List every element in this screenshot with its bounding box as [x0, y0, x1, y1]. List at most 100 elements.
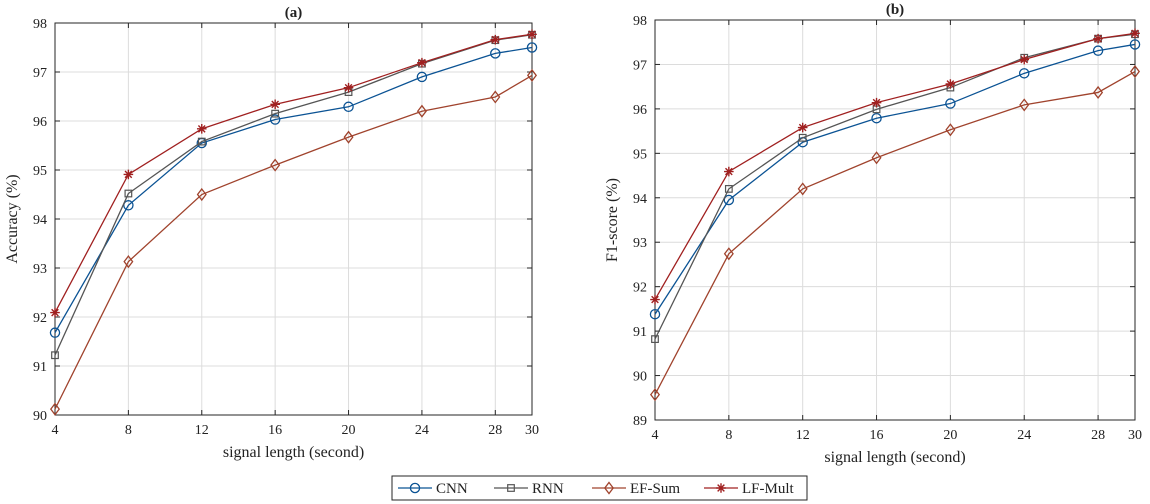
- data-point-cnn: [871, 112, 882, 124]
- legend-entry-rnn: RNN: [494, 481, 564, 497]
- series-line-cnn: [654, 43, 1136, 315]
- legend-label-ef-sum: EF-Sum: [630, 481, 680, 497]
- y-tick-label: 93: [633, 236, 647, 251]
- legend-entry-lf-mult: LF-Mult: [704, 481, 795, 497]
- legend-marker-cnn: [409, 482, 421, 494]
- chart-panel-b: 4 8 12 16 20 24 28 30 89 90 91 92 93 94 95 96 97 98 (b) sig…: [604, 2, 1142, 466]
- data-point-ef-sum: [270, 158, 281, 172]
- data-point-cnn: [416, 71, 428, 83]
- y-tick-label: 94: [633, 192, 647, 207]
- x-tick-label: 30: [1128, 428, 1142, 443]
- legend-label-rnn: RNN: [532, 481, 564, 497]
- data-point-cnn: [123, 200, 134, 211]
- series-line-ef-sum: [54, 74, 533, 410]
- data-point-ef-sum: [490, 90, 501, 104]
- plot-area: [655, 20, 1135, 420]
- data-point-ef-sum: [1019, 98, 1030, 112]
- y-tick-label: 91: [633, 325, 647, 340]
- y-tick-label: 95: [633, 147, 647, 162]
- x-tick-label: 12: [796, 428, 810, 443]
- legend-label-cnn: CNN: [436, 481, 468, 497]
- data-point-cnn: [343, 101, 354, 113]
- data-point-lf-mult: [527, 29, 537, 40]
- data-point-lf-mult: [123, 169, 134, 180]
- data-point-rnn: [197, 137, 206, 146]
- legend-marker-lf-mult: [716, 483, 726, 493]
- data-point-lf-mult: [343, 82, 354, 93]
- x-tick-label: 24: [415, 423, 429, 438]
- y-tick-label: 95: [33, 164, 47, 179]
- y-tick-label: 98: [33, 17, 47, 32]
- data-point-ef-sum: [1093, 85, 1104, 100]
- data-point-cnn: [1129, 39, 1141, 50]
- legend-entry-ef-sum: EF-Sum: [592, 481, 680, 497]
- data-point-ef-sum: [723, 247, 734, 261]
- data-point-ef-sum: [945, 123, 956, 137]
- y-tick-label: 90: [33, 409, 47, 424]
- data-point-cnn: [526, 42, 538, 53]
- data-point-lf-mult: [196, 124, 207, 134]
- legend-marker-rnn: [507, 484, 515, 492]
- legend: CNN RNN EF-Sum LF-Mult: [391, 475, 808, 501]
- series-lf-mult: [650, 28, 1140, 305]
- y-tick-label: 93: [33, 262, 47, 277]
- y-tick-label: 96: [633, 103, 647, 118]
- data-point-lf-mult: [945, 79, 956, 89]
- data-point-ef-sum: [526, 68, 538, 83]
- x-tick-label: 12: [195, 423, 209, 438]
- axes-frame: [654, 19, 1136, 421]
- series-line-cnn: [54, 46, 533, 334]
- legend-marker-ef-sum: [603, 481, 615, 495]
- data-point-rnn: [124, 189, 133, 198]
- data-point-cnn: [49, 327, 61, 338]
- data-point-lf-mult: [50, 307, 60, 318]
- data-point-cnn: [945, 98, 956, 109]
- y-tick-label: 89: [633, 414, 647, 429]
- y-axis-label: F1-score (%): [604, 178, 621, 262]
- x-tick-label: 4: [652, 428, 659, 443]
- panel-title-a: (a): [285, 5, 303, 21]
- series-line-lf-mult: [54, 33, 533, 313]
- x-tick-label: 8: [725, 428, 732, 443]
- data-point-lf-mult: [417, 57, 427, 68]
- y-tick-label: 96: [33, 115, 47, 130]
- data-point-lf-mult: [1130, 28, 1140, 39]
- x-axis-label: signal length (second): [824, 449, 965, 466]
- data-point-lf-mult: [270, 99, 280, 110]
- data-point-rnn: [271, 109, 280, 118]
- data-point-cnn: [1018, 68, 1030, 79]
- data-point-lf-mult: [650, 294, 660, 305]
- y-tick-label: 97: [33, 66, 47, 81]
- data-point-cnn: [723, 194, 735, 206]
- x-axis-label: signal length (second): [223, 444, 364, 461]
- x-tick-label: 20: [943, 428, 957, 443]
- x-tick-label: 28: [488, 423, 502, 438]
- data-point-rnn: [724, 184, 733, 193]
- data-point-rnn: [651, 335, 659, 344]
- data-point-cnn: [1092, 45, 1104, 56]
- data-point-lf-mult: [797, 122, 808, 133]
- x-tick-label: 16: [870, 428, 884, 443]
- data-point-ef-sum: [196, 187, 207, 202]
- x-tick-label: 20: [342, 423, 356, 438]
- x-tick-label: 16: [268, 423, 282, 438]
- y-axis-label: Accuracy (%): [4, 174, 21, 263]
- data-point-cnn: [269, 114, 281, 125]
- data-point-ef-sum: [343, 130, 354, 144]
- y-tick-label: 97: [633, 58, 647, 73]
- panel-title-b: (b): [886, 2, 904, 18]
- y-tick-label: 98: [633, 14, 647, 29]
- data-point-lf-mult: [871, 97, 882, 108]
- data-point-ef-sum: [649, 388, 661, 402]
- data-point-ef-sum: [123, 255, 134, 269]
- data-point-ef-sum: [1129, 64, 1141, 79]
- data-point-ef-sum: [797, 182, 808, 196]
- legend-entry-cnn: CNN: [398, 481, 468, 497]
- data-point-ef-sum: [49, 402, 61, 416]
- y-tick-label: 92: [33, 311, 47, 326]
- legend-label-lf-mult: LF-Mult: [742, 481, 795, 497]
- series-line-lf-mult: [654, 32, 1136, 300]
- y-tick-label: 92: [633, 281, 647, 296]
- chart-panel-a: 4 8 12 16 20 24 28 30 90 91 92 93 94 95 96 97 98 (a) signa…: [4, 5, 539, 461]
